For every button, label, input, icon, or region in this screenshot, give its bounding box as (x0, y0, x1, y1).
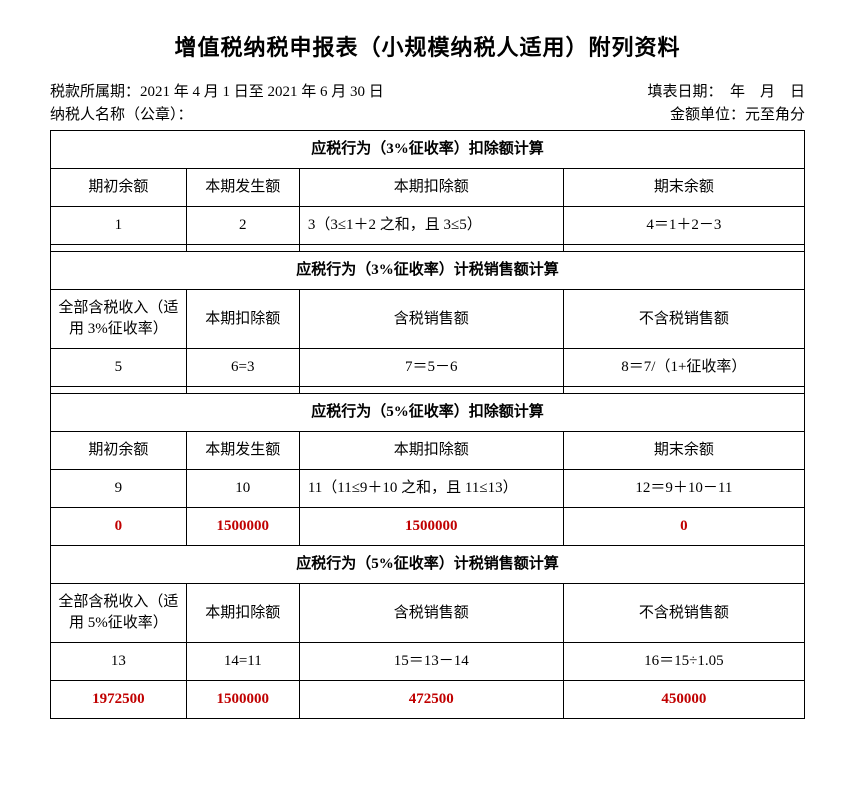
s1-h1: 期初余额 (51, 169, 187, 207)
fill-date-value: 年 月 日 (730, 84, 805, 100)
s4-v2: 1500000 (186, 681, 299, 719)
s2-f3: 7＝5－6 (299, 349, 563, 387)
s2-h1: 全部含税收入（适用 3%征收率） (51, 290, 187, 349)
s1-f2: 2 (186, 207, 299, 245)
s3-v4: 0 (563, 508, 804, 546)
s2-f2: 6=3 (186, 349, 299, 387)
s2-h2: 本期扣除额 (186, 290, 299, 349)
section3-header: 应税行为（5%征收率）扣除额计算 (51, 394, 805, 432)
s3-h1: 期初余额 (51, 432, 187, 470)
s4-f3: 15＝13－14 (299, 643, 563, 681)
s3-f2: 10 (186, 470, 299, 508)
fill-date-label: 填表日期： (647, 84, 715, 100)
s4-v3: 472500 (299, 681, 563, 719)
vat-table: 应税行为（3%征收率）扣除额计算 期初余额 本期发生额 本期扣除额 期末余额 1… (50, 130, 805, 719)
s4-h4: 不含税销售额 (563, 584, 804, 643)
s1-f1: 1 (51, 207, 187, 245)
period-label: 税款所属期： (50, 84, 140, 100)
form-title: 增值税纳税申报表（小规模纳税人适用）附列资料 (50, 30, 805, 62)
s1-h3: 本期扣除额 (299, 169, 563, 207)
s3-h3: 本期扣除额 (299, 432, 563, 470)
s4-h2: 本期扣除额 (186, 584, 299, 643)
s1-f3: 3（3≤1＋2 之和，且 3≤5） (299, 207, 563, 245)
section1-header: 应税行为（3%征收率）扣除额计算 (51, 131, 805, 169)
s2-f1: 5 (51, 349, 187, 387)
taxpayer-label: 纳税人名称（公章）： (50, 103, 193, 124)
s3-v2: 1500000 (186, 508, 299, 546)
s4-f1: 13 (51, 643, 187, 681)
s4-v1: 1972500 (51, 681, 187, 719)
s2-h4: 不含税销售额 (563, 290, 804, 349)
unit-value: 元至角分 (745, 107, 805, 123)
section4-header: 应税行为（5%征收率）计税销售额计算 (51, 546, 805, 584)
section2-header: 应税行为（3%征收率）计税销售额计算 (51, 252, 805, 290)
s1-f4: 4＝1＋2－3 (563, 207, 804, 245)
s3-h2: 本期发生额 (186, 432, 299, 470)
s2-f4: 8＝7/（1+征收率） (563, 349, 804, 387)
s4-v4: 450000 (563, 681, 804, 719)
s3-f4: 12＝9＋10－11 (563, 470, 804, 508)
s3-h4: 期末余额 (563, 432, 804, 470)
s4-h3: 含税销售额 (299, 584, 563, 643)
s3-f1: 9 (51, 470, 187, 508)
period-value: 2021 年 4 月 1 日至 2021 年 6 月 30 日 (140, 84, 384, 100)
s1-h2: 本期发生额 (186, 169, 299, 207)
s2-h3: 含税销售额 (299, 290, 563, 349)
meta-row-2: 纳税人名称（公章）： 金额单位：元至角分 (50, 103, 805, 124)
s4-f4: 16＝15÷1.05 (563, 643, 804, 681)
s4-h1: 全部含税收入（适用 5%征收率） (51, 584, 187, 643)
s3-v1: 0 (51, 508, 187, 546)
unit-label: 金额单位： (670, 107, 745, 123)
s3-f3: 11（11≤9＋10 之和，且 11≤13） (299, 470, 563, 508)
s4-f2: 14=11 (186, 643, 299, 681)
s3-v3: 1500000 (299, 508, 563, 546)
s1-h4: 期末余额 (563, 169, 804, 207)
meta-row-1: 税款所属期：2021 年 4 月 1 日至 2021 年 6 月 30 日 填表… (50, 80, 805, 101)
